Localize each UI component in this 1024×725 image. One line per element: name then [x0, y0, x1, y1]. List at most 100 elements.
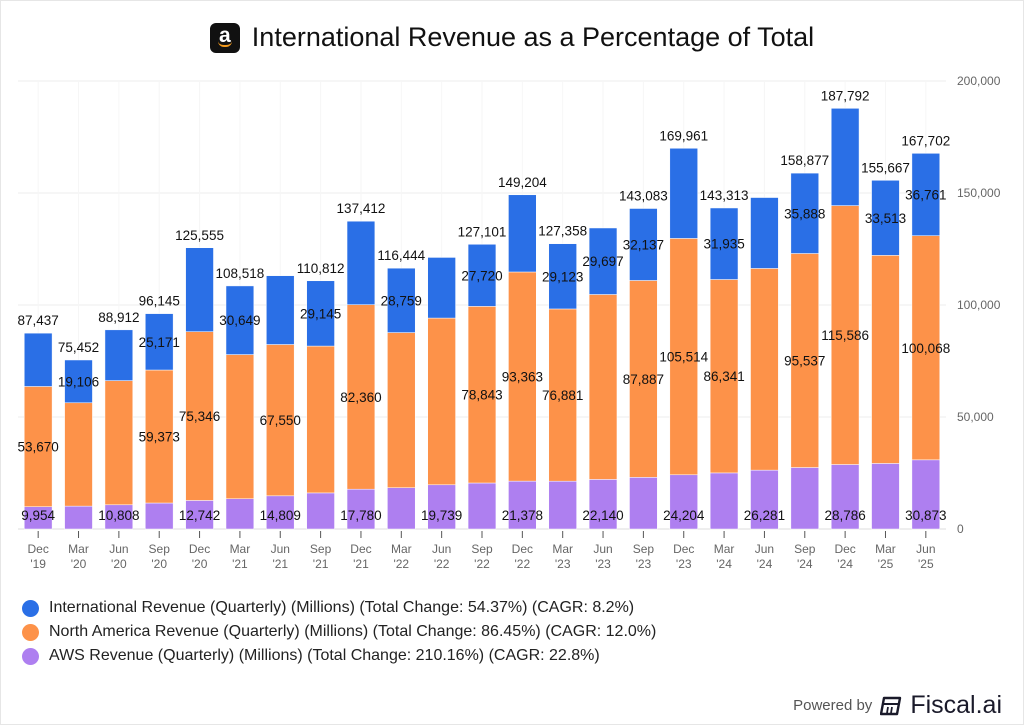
- bar-segment-international: [709, 207, 739, 280]
- brand-name: Fiscal.ai: [910, 691, 1002, 719]
- y-tick-label: 150,000: [957, 186, 1001, 200]
- bar-segment-north-america: [306, 345, 335, 494]
- x-tick-label-month: Mar: [230, 542, 251, 556]
- data-label-aws: 19,739: [421, 508, 462, 523]
- bar-segment-north-america: [669, 238, 698, 476]
- legend-label: AWS Revenue (Quarterly) (Millions) (Tota…: [49, 647, 600, 664]
- bar-segment-aws: [790, 467, 819, 530]
- bar-segment-aws: [750, 469, 779, 530]
- bar-segment-north-america: [750, 268, 779, 471]
- data-label-north-america: 53,670: [18, 440, 59, 455]
- bar-segment-aws: [508, 480, 537, 530]
- y-tick-label: 100,000: [957, 298, 1001, 312]
- bar-segment-aws: [306, 492, 335, 530]
- legend-dot-north-america: [22, 623, 39, 641]
- bar-segment-aws: [871, 463, 900, 530]
- bar-segment-international: [64, 359, 93, 404]
- data-label-international: 29,697: [582, 254, 623, 269]
- bar-segment-north-america: [145, 369, 174, 504]
- bar-segment-international: [225, 285, 255, 355]
- bar-segment-north-america: [427, 317, 456, 486]
- x-tick-label-year: '22: [474, 557, 490, 571]
- x-tick-label-month: Sep: [310, 542, 332, 556]
- legend-item-north-america[interactable]: North America Revenue (Quarterly) (Milli…: [22, 620, 656, 644]
- bar-segment-international: [830, 108, 860, 206]
- total-label: 167,702: [901, 133, 950, 148]
- bar-segment-international: [588, 227, 618, 295]
- y-tick-label: 50,000: [957, 410, 994, 424]
- total-label: 87,437: [18, 313, 59, 328]
- bar-segment-aws: [830, 464, 860, 530]
- legend-dot-international: [22, 599, 39, 617]
- bar-segment-north-america: [387, 332, 416, 488]
- data-label-international: 28,759: [381, 293, 422, 308]
- data-label-aws: 30,873: [905, 508, 946, 523]
- bar-segment-north-america: [629, 280, 658, 478]
- data-label-international: 25,171: [139, 335, 180, 350]
- data-label-international: 30,649: [219, 313, 260, 328]
- data-label-north-america: 95,537: [784, 354, 825, 369]
- total-label: 110,812: [297, 261, 345, 276]
- bar-segment-north-america: [508, 271, 537, 482]
- total-label: 116,444: [377, 248, 425, 263]
- data-label-international: 33,513: [865, 211, 906, 226]
- x-tick-label-year: '24: [797, 557, 813, 571]
- bar-segment-north-america: [185, 331, 214, 501]
- x-tick-label-month: Jun: [271, 542, 290, 556]
- total-label: 137,412: [337, 201, 386, 216]
- bar-segment-north-america: [709, 279, 739, 474]
- legend-label: North America Revenue (Quarterly) (Milli…: [49, 623, 657, 640]
- bar-segment-international: [790, 172, 819, 254]
- bar-segment-international: [750, 197, 779, 269]
- powered-by[interactable]: Powered by Fiscal.ai: [793, 691, 1002, 720]
- x-tick-label-month: Mar: [68, 542, 89, 556]
- x-tick-label-month: Mar: [714, 542, 735, 556]
- data-label-north-america: 82,360: [340, 390, 381, 405]
- bar-segment-international: [306, 280, 335, 347]
- data-label-north-america: 86,341: [703, 369, 744, 384]
- bar-segment-international: [669, 148, 698, 239]
- data-label-north-america: 87,887: [623, 372, 664, 387]
- data-label-north-america: 76,881: [542, 388, 583, 403]
- data-label-aws: 12,742: [179, 508, 220, 523]
- total-label: 143,083: [619, 188, 668, 203]
- total-label: 75,452: [58, 340, 99, 355]
- bar-segment-international: [548, 243, 577, 310]
- total-label: 187,792: [821, 88, 870, 103]
- fiscal-ai-logo-icon: [880, 696, 902, 715]
- x-tick-label-month: Jun: [432, 542, 451, 556]
- bar-segment-international: [508, 194, 537, 273]
- total-label: 155,667: [861, 160, 910, 175]
- x-tick-label-year: '23: [595, 557, 611, 571]
- data-label-international: 19,106: [58, 374, 99, 389]
- x-tick-label-year: '23: [676, 557, 692, 571]
- x-tick-label-year: '23: [636, 557, 652, 571]
- x-tick-label-month: Sep: [633, 542, 655, 556]
- total-label: 143,313: [700, 188, 749, 203]
- title-row: a International Revenue as a Percentage …: [0, 22, 1024, 53]
- legend: International Revenue (Quarterly) (Milli…: [22, 596, 656, 668]
- bar-segment-international: [266, 275, 295, 345]
- bar-segment-north-america: [24, 386, 53, 507]
- total-label: 108,518: [216, 266, 265, 281]
- data-label-aws: 22,140: [582, 508, 623, 523]
- x-tick-label-year: '21: [313, 557, 329, 571]
- legend-item-aws[interactable]: AWS Revenue (Quarterly) (Millions) (Tota…: [22, 644, 656, 668]
- x-tick-label-year: '24: [837, 557, 853, 571]
- bar-segment-international: [104, 329, 134, 381]
- total-label: 127,101: [458, 224, 507, 239]
- bar-segment-aws: [185, 500, 214, 530]
- x-tick-label-year: '24: [716, 557, 732, 571]
- x-tick-label-month: Jun: [755, 542, 774, 556]
- data-label-aws: 17,780: [340, 508, 381, 523]
- x-tick-label-month: Jun: [916, 542, 935, 556]
- bar-segment-international: [387, 267, 416, 333]
- legend-item-international[interactable]: International Revenue (Quarterly) (Milli…: [22, 596, 656, 620]
- x-tick-label-year: '20: [111, 557, 127, 571]
- x-tick-label-year: '25: [918, 557, 934, 571]
- chart-title: International Revenue as a Percentage of…: [251, 22, 815, 52]
- x-tick-label-month: Dec: [28, 542, 49, 556]
- bar-segment-aws: [588, 479, 618, 530]
- total-label: 125,555: [175, 228, 224, 243]
- x-tick-label-year: '20: [151, 557, 167, 571]
